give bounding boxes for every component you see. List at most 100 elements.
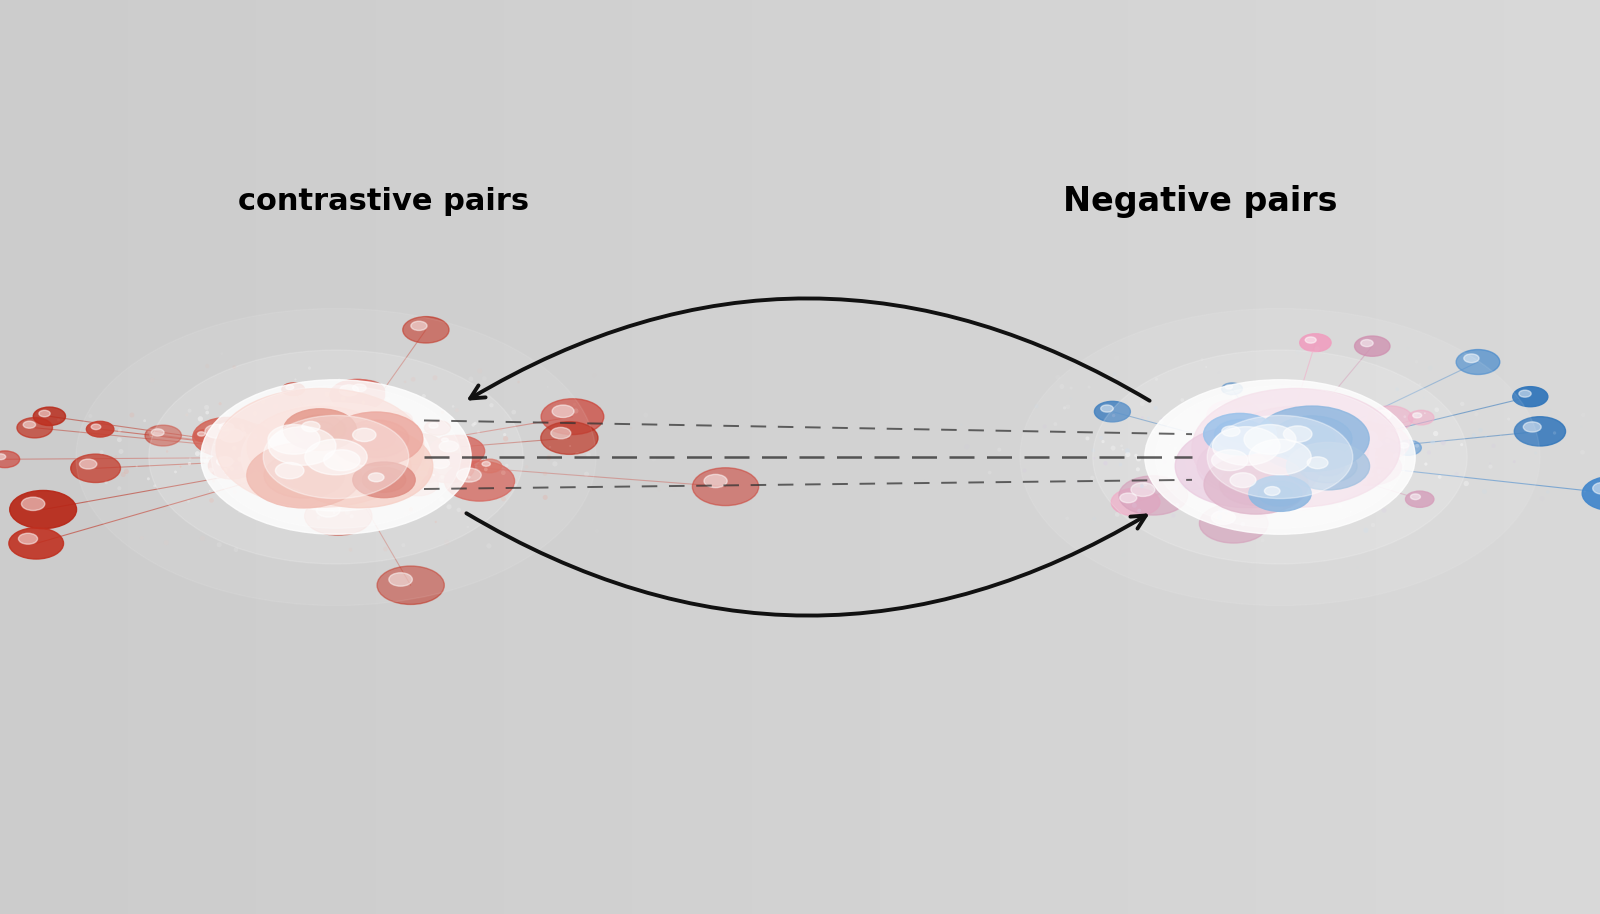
Point [1240, 464, 1266, 479]
Point [1189, 461, 1214, 475]
Point [1354, 523, 1379, 537]
Point [406, 475, 432, 490]
Point [274, 332, 299, 346]
Point [1389, 483, 1414, 497]
Point [1248, 484, 1274, 498]
Point [213, 487, 238, 502]
Point [562, 398, 587, 412]
Circle shape [282, 426, 390, 488]
Circle shape [344, 465, 365, 478]
Point [320, 454, 346, 469]
Point [309, 452, 334, 467]
Point [1253, 434, 1278, 449]
Circle shape [1299, 450, 1357, 483]
Point [320, 435, 346, 450]
Point [1267, 452, 1293, 467]
Point [330, 451, 355, 465]
Circle shape [1370, 441, 1382, 448]
Point [398, 423, 424, 438]
Point [1461, 428, 1486, 442]
Circle shape [1258, 426, 1309, 456]
Circle shape [344, 420, 408, 457]
Point [307, 451, 333, 465]
Circle shape [1251, 460, 1269, 470]
Point [501, 405, 526, 420]
Point [221, 441, 246, 455]
Point [1077, 379, 1102, 394]
Point [363, 458, 389, 473]
Point [306, 488, 331, 503]
Point [200, 473, 226, 488]
Point [1363, 450, 1389, 464]
Circle shape [1512, 387, 1547, 407]
Point [1264, 443, 1290, 458]
Circle shape [1216, 452, 1226, 458]
Point [1278, 463, 1304, 478]
Point [1189, 352, 1214, 367]
Point [1256, 474, 1282, 489]
Point [174, 408, 200, 422]
Circle shape [338, 437, 347, 442]
Point [1251, 499, 1277, 514]
Point [1198, 440, 1224, 454]
Circle shape [1192, 388, 1400, 507]
Point [210, 422, 235, 437]
Circle shape [1317, 434, 1334, 445]
Point [342, 434, 368, 449]
Point [410, 439, 435, 453]
Point [250, 463, 275, 478]
Point [1322, 427, 1347, 441]
Point [1251, 453, 1277, 468]
Point [1237, 453, 1262, 468]
Point [618, 420, 643, 435]
Point [139, 347, 165, 362]
Point [1306, 451, 1331, 465]
Point [1272, 453, 1298, 468]
Point [1203, 440, 1229, 454]
Point [1360, 414, 1386, 429]
Circle shape [278, 452, 288, 457]
Point [301, 569, 326, 583]
Point [1344, 428, 1370, 442]
Point [398, 502, 424, 516]
Point [1534, 484, 1560, 499]
Point [1160, 508, 1186, 523]
Circle shape [1298, 443, 1342, 468]
Circle shape [286, 424, 432, 508]
Circle shape [22, 421, 35, 429]
Point [1285, 345, 1310, 359]
Point [317, 445, 342, 460]
Point [1427, 470, 1453, 484]
Point [342, 472, 368, 486]
Circle shape [386, 411, 413, 427]
Point [322, 505, 347, 520]
Point [210, 346, 235, 361]
Point [1283, 445, 1309, 460]
Point [296, 447, 322, 462]
Point [386, 413, 411, 428]
Point [1245, 467, 1270, 482]
Circle shape [438, 436, 458, 447]
Point [286, 454, 312, 469]
Point [1266, 449, 1291, 463]
Point [461, 559, 486, 574]
Point [1259, 447, 1285, 462]
Point [1430, 344, 1456, 358]
Point [506, 375, 531, 389]
Point [1235, 445, 1261, 460]
Point [378, 420, 403, 435]
Circle shape [302, 433, 320, 443]
Circle shape [1283, 440, 1291, 445]
Point [1219, 487, 1245, 502]
Point [1294, 479, 1320, 494]
Circle shape [1363, 437, 1398, 457]
Point [987, 442, 1013, 457]
Point [301, 460, 326, 474]
Point [309, 448, 334, 462]
Point [1232, 470, 1258, 484]
Point [1325, 450, 1350, 464]
Point [1206, 510, 1232, 525]
Point [270, 462, 296, 477]
Point [381, 456, 406, 471]
Point [336, 448, 362, 462]
